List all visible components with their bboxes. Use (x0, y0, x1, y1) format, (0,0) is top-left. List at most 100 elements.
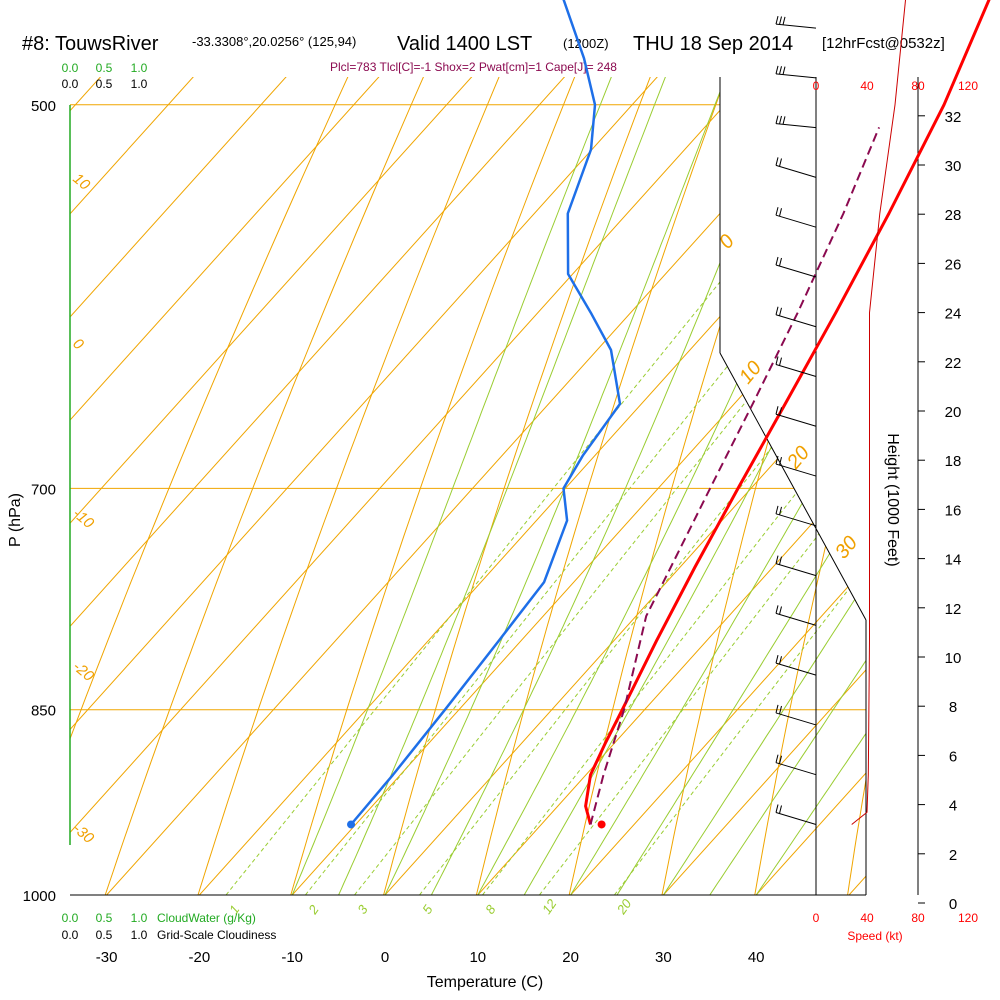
y-tick-label: 850 (31, 703, 56, 720)
dry-adiabat (290, 77, 866, 895)
mixing-ratio-label: 8 (482, 902, 499, 917)
height-tick-label: 24 (945, 306, 962, 323)
speed-tick-top: 40 (860, 79, 874, 93)
temperature-axis: -30 -20 -10 0 10 20 30 40 (96, 949, 765, 966)
speed-tick-bottom: 80 (911, 911, 925, 925)
isotherm-line (70, 77, 866, 895)
height-tick-label: 18 (945, 453, 962, 470)
wind-barb (775, 356, 817, 377)
wind-barb (775, 65, 817, 79)
height-tick-label: 2 (949, 847, 957, 864)
forecast-run: [12hrFcst@0532z] (822, 35, 945, 52)
x-tick-label: 30 (655, 949, 672, 966)
cloud-tick-label: 1.0 (131, 928, 148, 942)
height-tick-label: 32 (945, 109, 962, 126)
height-tick-label: 12 (945, 601, 962, 618)
dry-adiabat (197, 77, 853, 895)
wind-barb (775, 804, 817, 825)
mixing-ratio-line (225, 77, 866, 895)
cloud-tick-label: 1.0 (131, 911, 148, 925)
wind-barb (775, 157, 817, 178)
surface-temperature-dot (597, 820, 606, 829)
wind-barb (775, 455, 817, 477)
wind-barb (775, 115, 817, 129)
wind-barb (775, 605, 817, 626)
mixing-ratio-label: 12 (539, 896, 560, 917)
mixing-ratio-line (614, 77, 866, 895)
height-tick-label: 30 (945, 158, 962, 175)
temperature-profile (584, 0, 991, 825)
thermo-grid (70, 77, 866, 895)
isotherm-line (570, 77, 866, 895)
height-axis-label: Height (1000 Feet) (884, 433, 901, 566)
wind-barb (775, 256, 817, 278)
moist-adiabat (291, 77, 866, 895)
x-tick-label: 40 (748, 949, 765, 966)
dewpoint-profile (350, 0, 622, 826)
speed-tick-bottom: 40 (860, 911, 874, 925)
moist-adiabat (662, 77, 866, 895)
x-tick-label: -20 (189, 949, 211, 966)
cloudiness-label: Grid-Scale Cloudiness (157, 928, 276, 942)
cloud-tick-label: 0.0 (62, 77, 79, 91)
moist-adiabat (338, 77, 866, 895)
dry-adiabat (754, 77, 866, 895)
isotherm-line (848, 77, 866, 895)
wind-barb (775, 207, 817, 228)
moist-adiabat-label: 30 (831, 532, 862, 563)
wind-barb (775, 754, 817, 776)
wind-barb (775, 306, 817, 328)
height-tick-label: 20 (945, 404, 962, 421)
y-tick-label: 700 (31, 481, 56, 498)
cloud-tick-label: 0.5 (96, 77, 113, 91)
moist-adiabat-label: 10 (735, 357, 766, 388)
mixing-ratio-line (482, 77, 866, 895)
isotherm-line (70, 77, 866, 895)
x-tick-label: -30 (96, 949, 118, 966)
sounding-profiles (347, 0, 991, 829)
dry-adiabat (475, 77, 866, 895)
cloud-tick-label: 0.0 (62, 61, 79, 75)
cloud-tick-label: 1.0 (131, 61, 148, 75)
mixing-ratio-label: 20 (613, 896, 635, 918)
isotherm-line (291, 77, 866, 895)
speed-tick-bottom: 120 (958, 911, 978, 925)
dry-adiabat-label: 10 (69, 170, 93, 194)
speed-axis-label: Speed (kt) (847, 929, 902, 943)
height-tick-label: 28 (945, 207, 962, 224)
moist-adiabat (477, 77, 866, 895)
wind-barb (775, 505, 817, 527)
height-tick-label: 26 (945, 256, 962, 273)
zulu-time: (1200Z) (563, 36, 609, 51)
dry-adiabat-label: -30 (69, 820, 97, 847)
cloud-tick-label: 0.5 (96, 61, 113, 75)
height-tick-label: 10 (945, 650, 962, 667)
forecast-date: THU 18 Sep 2014 (633, 33, 793, 55)
x-tick-label: 20 (562, 949, 579, 966)
parcel-profile (589, 127, 881, 825)
pressure-axis: 1000850700500400300250 (23, 98, 56, 905)
moist-adiabat-label: 20 (782, 442, 814, 474)
moist-adiabat (430, 77, 866, 895)
height-speed-profile (851, 0, 907, 825)
moist-adiabat (755, 77, 866, 895)
moist-adiabat (616, 77, 866, 895)
y-axis-label: P (hPa) (7, 493, 24, 547)
chart-header: #8: TouwsRiver -33.3308°,20.0256° (125,9… (22, 33, 945, 55)
cloud-axis: 0.0 0.0 0.0 0.0 0.5 0.5 0.5 0.5 1.0 1.0 1.0 1.0 (62, 61, 148, 942)
moist-adiabat-label: 0 (715, 231, 739, 254)
x-tick-label: 10 (469, 949, 486, 966)
valid-time: Valid 1400 LST (397, 33, 532, 55)
height-tick-label: 8 (949, 699, 957, 716)
wind-barb (775, 704, 817, 726)
surface-dewpoint-dot (347, 820, 356, 829)
wind-barb (775, 655, 817, 676)
mixing-ratio-label: 2 (305, 902, 322, 918)
dry-adiabat-label: 0 (69, 335, 87, 354)
height-tick-label: 6 (949, 748, 957, 765)
height-tick-label: 14 (945, 552, 962, 569)
cloud-tick-label: 0.0 (62, 911, 79, 925)
height-speed-line (851, 0, 907, 825)
speed-tick-bottom: 0 (813, 911, 820, 925)
